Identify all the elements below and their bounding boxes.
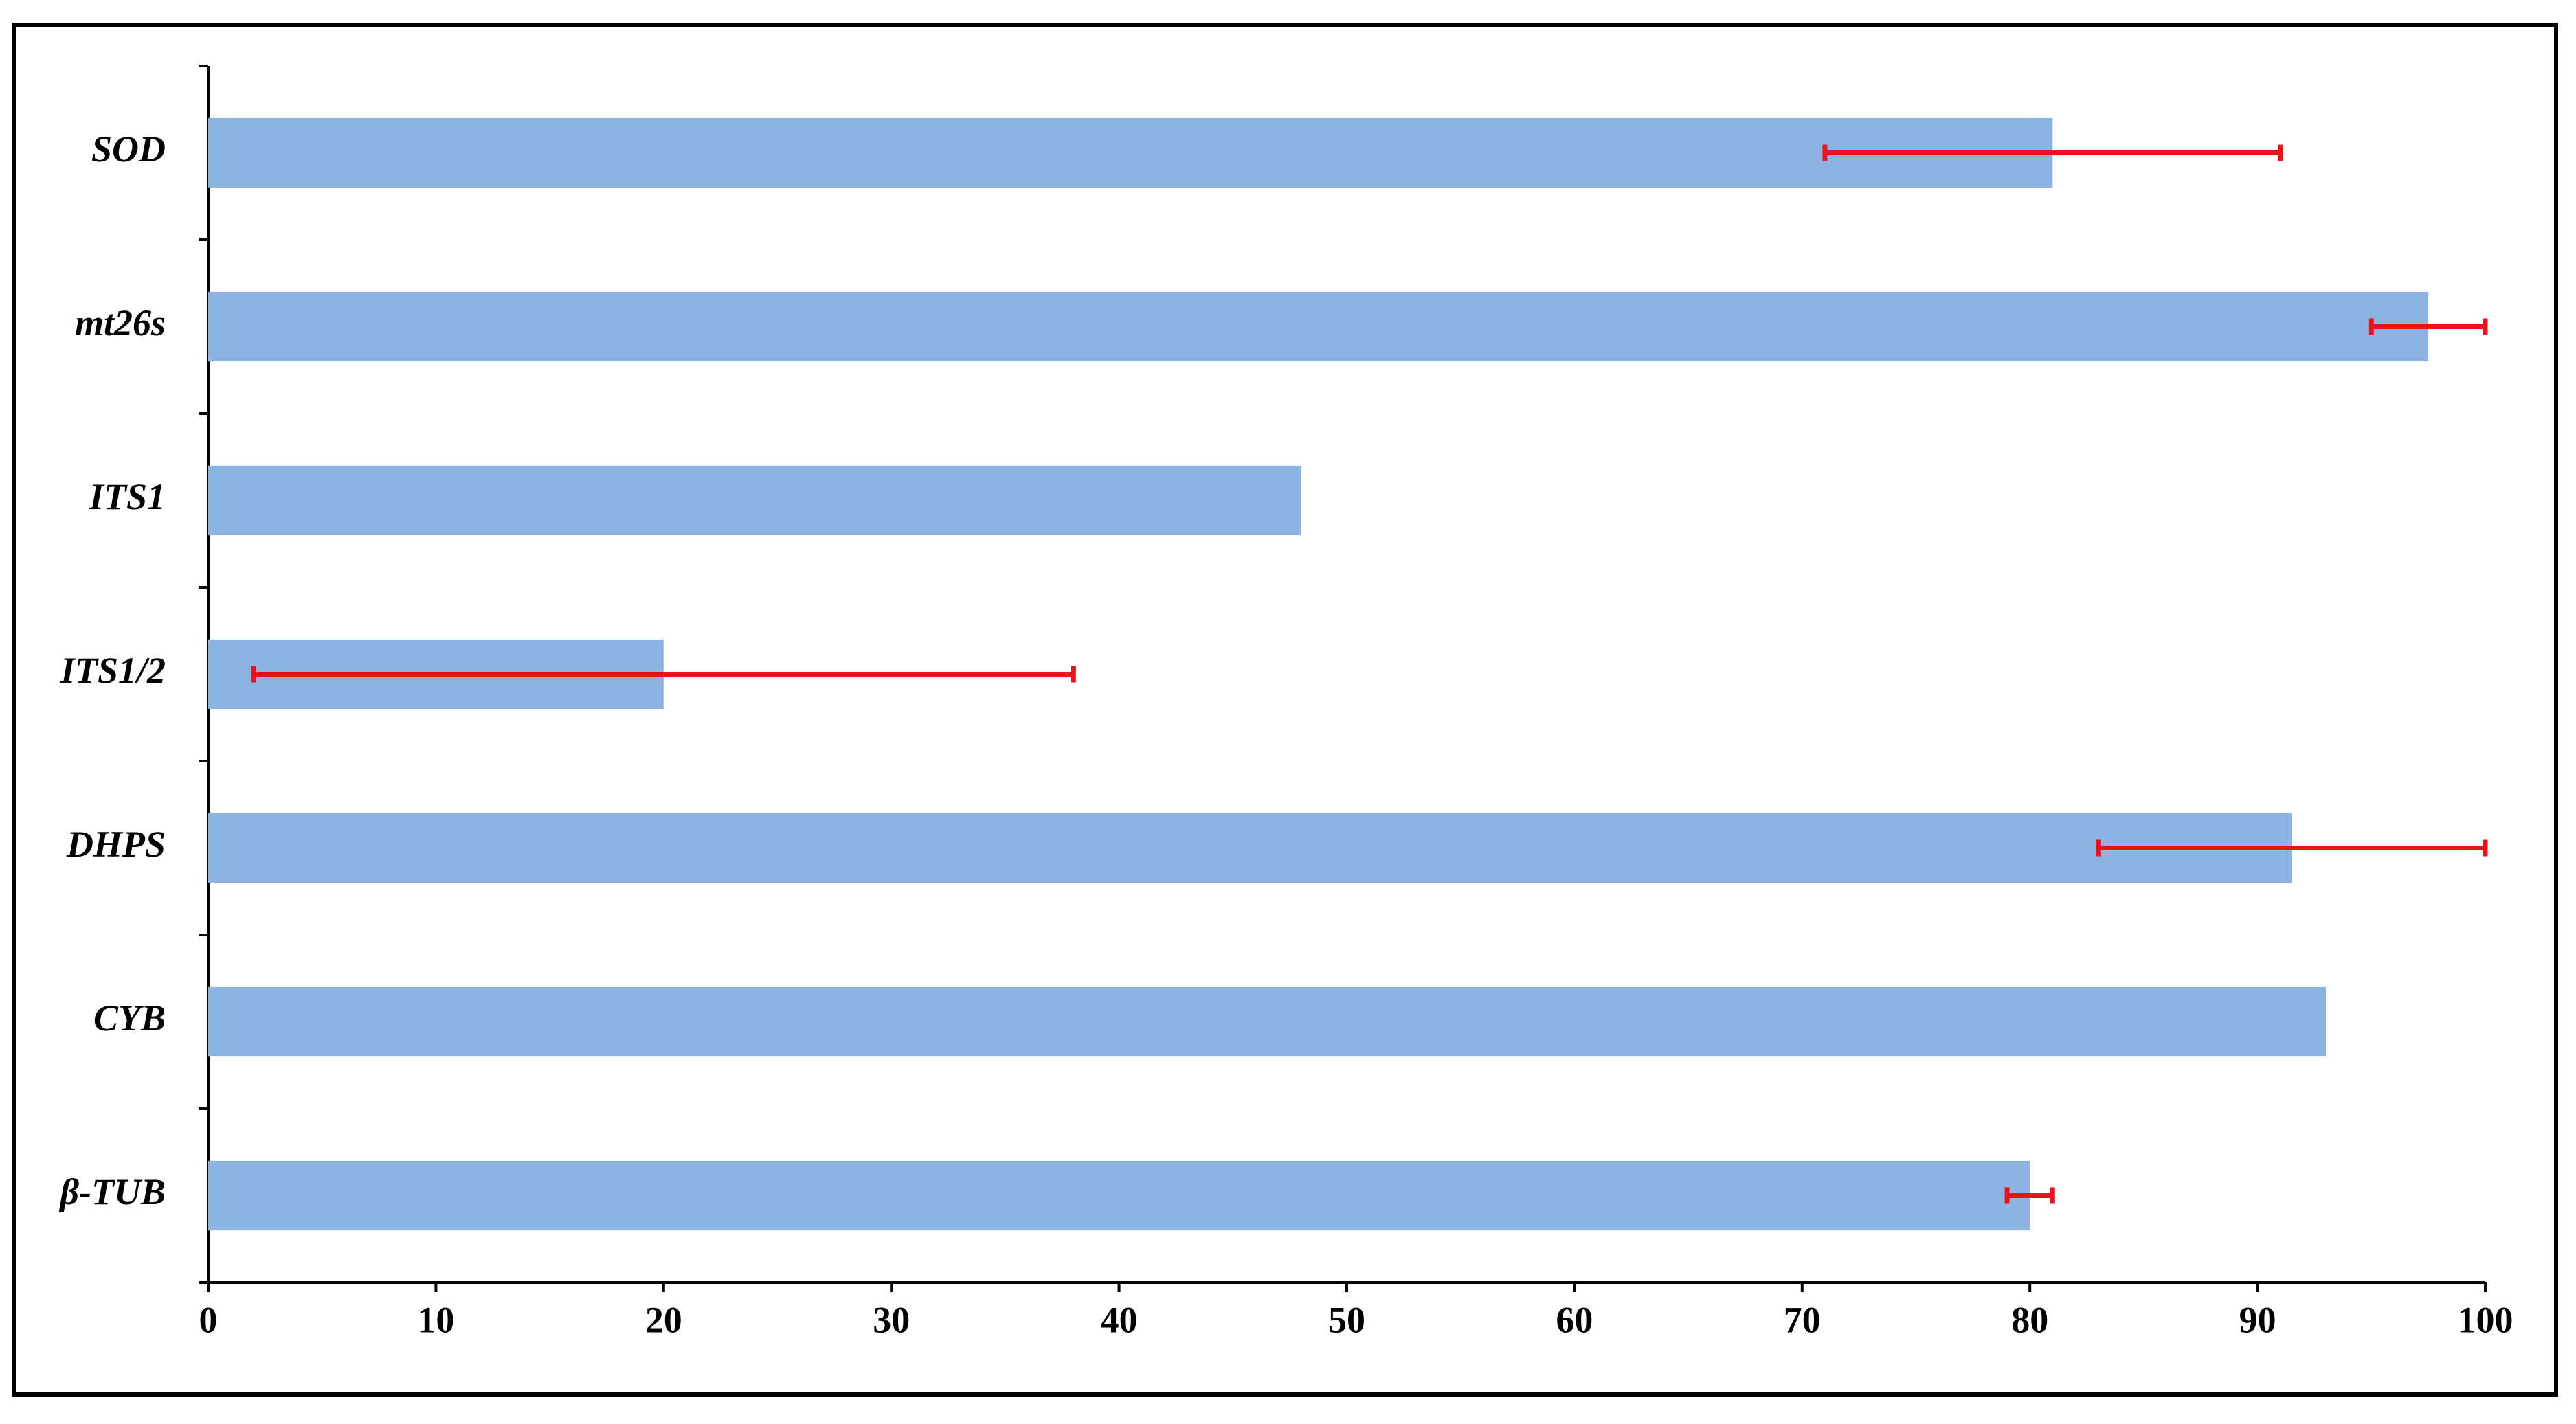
y-tick-label: ITS1	[89, 476, 166, 517]
x-tick-label: 80	[2011, 1299, 2048, 1340]
y-tick-label: CYB	[93, 997, 166, 1039]
x-tick-label: 0	[199, 1299, 218, 1340]
y-tick-label: SOD	[91, 128, 166, 170]
bar	[208, 813, 2292, 883]
x-tick-label: 40	[1101, 1299, 1138, 1340]
bar	[208, 117, 2053, 188]
x-tick-label: 90	[2239, 1299, 2276, 1340]
x-tick-label: 60	[1556, 1299, 1593, 1340]
x-tick-label: 10	[417, 1299, 454, 1340]
bar	[208, 986, 2327, 1057]
x-tick-label: 50	[1328, 1299, 1365, 1340]
x-tick-label: 20	[645, 1299, 682, 1340]
y-tick-label: ITS1/2	[60, 650, 166, 691]
y-tick-label: DHPS	[66, 824, 166, 865]
bar	[208, 291, 2429, 362]
x-tick-label: 30	[873, 1299, 910, 1340]
y-tick-label: mt26s	[75, 302, 166, 343]
x-tick-label: 100	[2458, 1299, 2513, 1340]
x-tick-label: 70	[1784, 1299, 1821, 1340]
bar	[208, 1160, 2030, 1231]
bar	[208, 465, 1301, 536]
y-tick-label: β-TUB	[58, 1171, 166, 1212]
